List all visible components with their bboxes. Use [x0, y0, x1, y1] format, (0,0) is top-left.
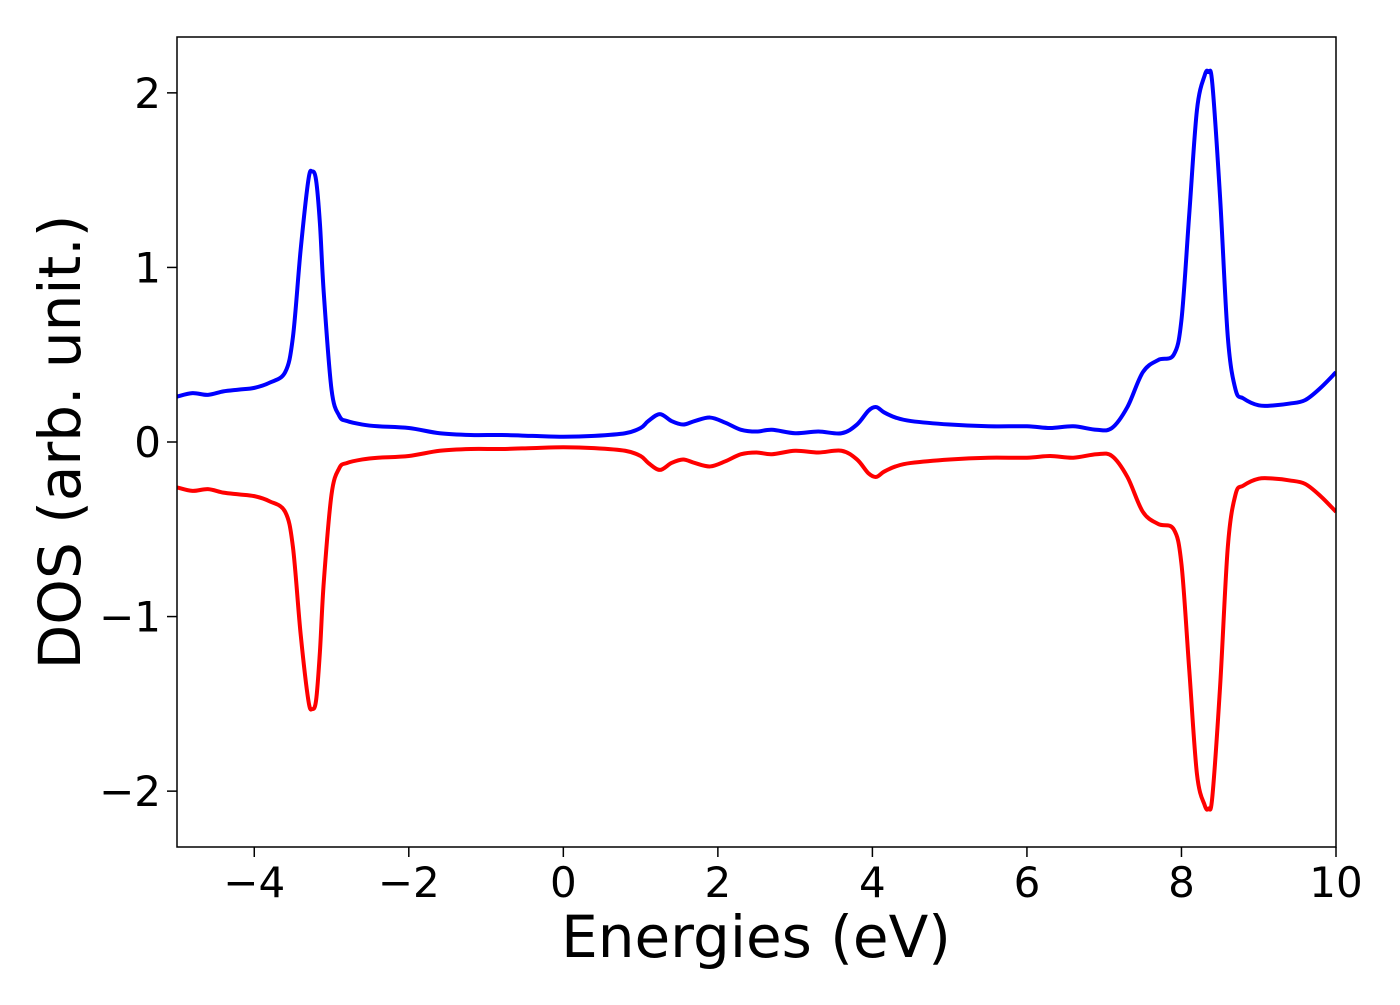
- series-line-blue: [177, 68, 1336, 439]
- x-tick-label: 6: [1014, 858, 1041, 907]
- x-axis-ticks: −4 −2 0 2 4 6 8 10: [223, 847, 1363, 907]
- x-tick-label: −4: [223, 858, 285, 907]
- series-layer: [177, 68, 1336, 812]
- y-tick-label: 0: [134, 418, 161, 467]
- y-tick-label: −2: [99, 767, 161, 816]
- plot-frame: [176, 36, 1337, 848]
- series-line-red: [177, 445, 1336, 812]
- y-axis-ticks: −2 −1 0 1 2: [99, 69, 177, 816]
- y-tick-label: 2: [134, 69, 161, 118]
- y-tick-label: −1: [99, 593, 161, 642]
- x-tick-label: 2: [704, 858, 731, 907]
- x-tick-label: 0: [550, 858, 577, 907]
- x-tick-label: 4: [859, 858, 886, 907]
- x-tick-label: −2: [378, 858, 440, 907]
- y-axis-title: DOS (arb. unit.): [26, 215, 94, 670]
- x-tick-label: 10: [1309, 858, 1362, 907]
- x-tick-label: 8: [1168, 858, 1195, 907]
- y-tick-label: 1: [134, 243, 161, 292]
- x-axis-title: Energies (eV): [561, 903, 951, 971]
